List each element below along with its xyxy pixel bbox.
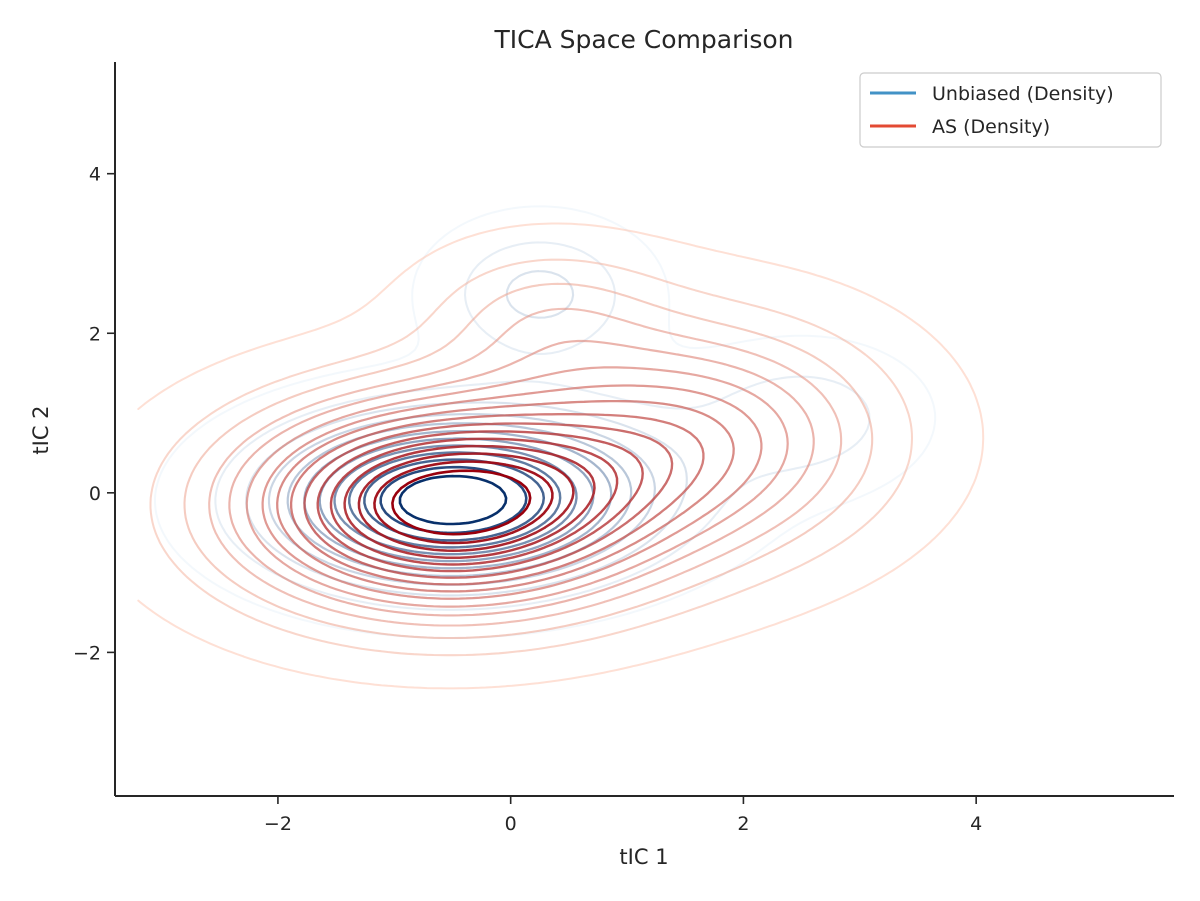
contour-level-as — [261, 384, 763, 600]
contour-level-as — [303, 422, 674, 579]
y-tick-label: 4 — [89, 164, 101, 186]
y-tick-label: −2 — [73, 642, 101, 664]
contour-level-unbiased — [363, 458, 546, 542]
y-tick-label: 0 — [89, 483, 101, 505]
legend-label-as: AS (Density) — [932, 116, 1050, 138]
contour-level-as — [276, 399, 735, 593]
contour-level-as — [357, 452, 575, 552]
contour-level-unbiased — [398, 474, 508, 526]
contour-level-as — [329, 437, 619, 566]
contour-level-as — [183, 282, 874, 640]
legend: Unbiased (Density) AS (Density) — [859, 72, 1162, 148]
x-axis-label: tIC 1 — [619, 845, 668, 869]
contour-level-unbiased — [303, 430, 613, 570]
y-tick-label: 2 — [89, 323, 101, 345]
contour-level-as — [137, 222, 985, 690]
x-ticks: −2 0 2 4 — [264, 796, 982, 835]
contour-series-as — [137, 222, 985, 690]
x-tick-label: 0 — [505, 813, 517, 835]
y-axis-label: tIC 2 — [29, 405, 53, 454]
axes — [114, 62, 1174, 797]
contour-level-as — [343, 444, 596, 560]
x-tick-label: −2 — [264, 813, 292, 835]
contour-level-as — [228, 339, 815, 617]
x-tick-label: 4 — [970, 813, 982, 835]
contour-level-as — [149, 258, 914, 657]
chart-title: TICA Space Comparison — [494, 25, 794, 54]
plot-area — [137, 205, 985, 690]
y-ticks: −2 0 2 4 — [73, 164, 115, 664]
contour-level-as — [245, 366, 789, 608]
contour-level-as — [316, 430, 644, 573]
legend-label-unbiased: Unbiased (Density) — [932, 83, 1114, 105]
contour-level-as — [373, 460, 554, 545]
contour-level-as — [289, 413, 705, 586]
legend-frame — [859, 72, 1162, 148]
x-tick-label: 2 — [737, 813, 749, 835]
contour-level-as — [391, 469, 532, 536]
contour-level-as — [208, 307, 843, 627]
